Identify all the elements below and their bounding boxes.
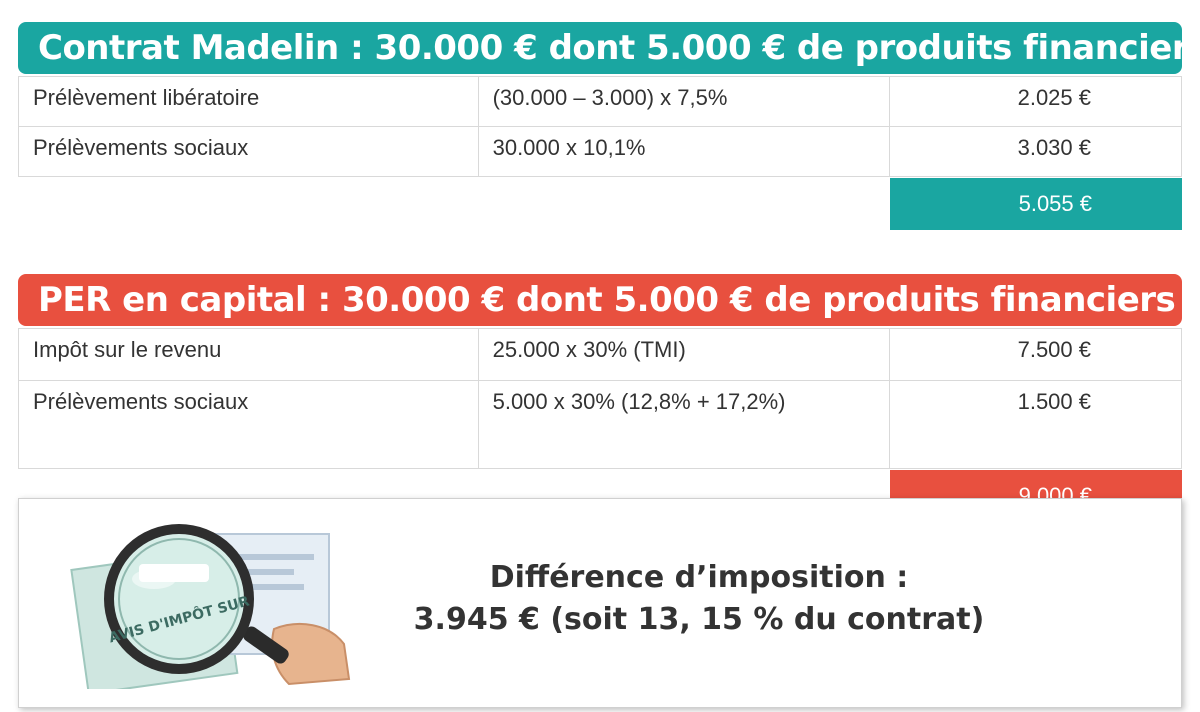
row-calculation: 25.000 x 30% (TMI) (477, 328, 891, 381)
contrat-madelin-total: 5.055 € (890, 178, 1182, 230)
tax-difference-text: Différence d’imposition : 3.945 € (soit … (359, 557, 1039, 641)
row-amount: 3.030 € (889, 126, 1182, 177)
tax-difference-summary: AVIS D'IMPÔT SUR Différence d’imposition… (18, 498, 1182, 708)
row-calculation: (30.000 – 3.000) x 7,5% (477, 76, 891, 127)
row-label: Impôt sur le revenu (18, 328, 479, 381)
row-amount: 2.025 € (889, 76, 1182, 127)
contrat-madelin-subtitle: : 30.000 € dont 5.000 € de produits fina… (338, 28, 1200, 68)
table-row: Prélèvements sociaux 30.000 x 10,1% 3.03… (18, 126, 1182, 177)
row-label: Prélèvements sociaux (18, 126, 479, 177)
table-row: Impôt sur le revenu 25.000 x 30% (TMI) 7… (18, 328, 1182, 381)
table-row: Prélèvements sociaux 5.000 x 30% (12,8% … (18, 380, 1182, 469)
contrat-madelin-banner: Contrat Madelin : 30.000 € dont 5.000 € … (18, 22, 1200, 74)
row-label: Prélèvement libératoire (18, 76, 479, 127)
tax-difference-heading: Différence d’imposition : (489, 560, 909, 595)
row-calculation: 30.000 x 10,1% (477, 126, 891, 177)
magnifying-glass-icon: AVIS D'IMPÔT SUR (59, 519, 359, 695)
row-calculation: 5.000 x 30% (12,8% + 17,2%) (477, 380, 891, 469)
contrat-madelin-title: Contrat Madelin (38, 28, 339, 68)
per-capital-banner: PER en capital : 30.000 € dont 5.000 € d… (18, 274, 1182, 326)
row-amount: 7.500 € (889, 328, 1182, 381)
contrat-madelin-table: Prélèvement libératoire (30.000 – 3.000)… (18, 76, 1182, 177)
row-label: Prélèvements sociaux (18, 380, 479, 469)
tax-difference-value: 3.945 € (soit 13, 15 % du contrat) (413, 602, 985, 637)
per-capital-table: Impôt sur le revenu 25.000 x 30% (TMI) 7… (18, 328, 1182, 469)
row-amount: 1.500 € (889, 380, 1182, 469)
table-row: Prélèvement libératoire (30.000 – 3.000)… (18, 76, 1182, 127)
